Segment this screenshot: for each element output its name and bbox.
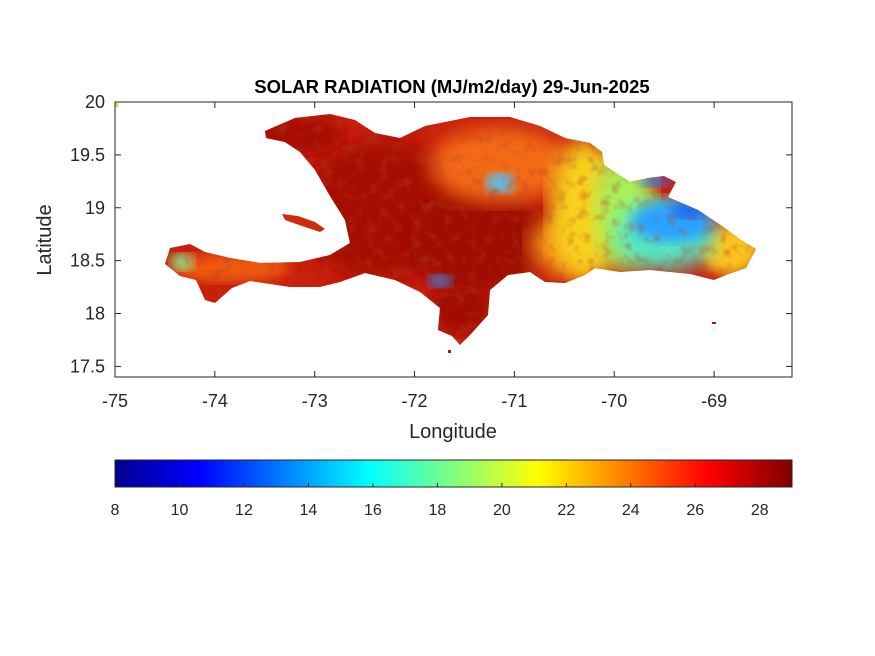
colorbar-tick-label: 28 [751, 502, 769, 519]
colorbar-tick-label: 12 [235, 502, 253, 519]
colorbar-tick-label: 18 [428, 502, 446, 519]
tortuga-island [282, 214, 325, 232]
x-tick-label: -73 [302, 391, 328, 411]
saona-islet [712, 322, 716, 324]
colorbar-tick-label: 10 [171, 502, 189, 519]
x-tick-label: -70 [601, 391, 627, 411]
y-tick-label: 18.5 [70, 251, 105, 271]
x-tick-label: -75 [102, 391, 128, 411]
colorbar-tick-label: 20 [493, 502, 511, 519]
beata-islet [448, 350, 451, 353]
colorbar [114, 459, 793, 488]
axes-box [114, 101, 793, 378]
x-tick-label: -71 [501, 391, 527, 411]
x-axis-ticks: -75 -74 -73 -72 -71 -70 -69 [102, 102, 727, 411]
x-tick-label: -69 [701, 391, 727, 411]
solar-radiation-field [115, 103, 756, 353]
y-tick-label: 18 [85, 304, 105, 324]
colorbar-ticks: 8 10 12 14 16 18 20 22 24 26 28 [111, 483, 769, 519]
colorbar-tick-label: 26 [686, 502, 704, 519]
colorbar-tick-label: 22 [557, 502, 575, 519]
y-tick-label: 17.5 [70, 356, 105, 376]
y-tick-label: 19 [85, 198, 105, 218]
x-axis-label: Longitude [409, 421, 497, 443]
y-axis-ticks: 17.5 18 18.5 19 19.5 20 [70, 92, 792, 376]
colorbar-tick-label: 24 [622, 502, 640, 519]
y-axis-label: Latitude [34, 204, 56, 275]
x-tick-label: -74 [202, 391, 228, 411]
colorbar-tick-label: 14 [300, 502, 318, 519]
chart-title: SOLAR RADIATION (MJ/m2/day) 29-Jun-2025 [254, 76, 649, 97]
colorbar-tick-label: 8 [111, 502, 120, 519]
field-texture [165, 114, 756, 345]
colorbar-tick-label: 16 [364, 502, 382, 519]
grid-corner-cell [115, 103, 118, 107]
y-tick-label: 19.5 [70, 145, 105, 165]
x-tick-label: -72 [402, 391, 428, 411]
y-tick-label: 20 [85, 92, 105, 112]
